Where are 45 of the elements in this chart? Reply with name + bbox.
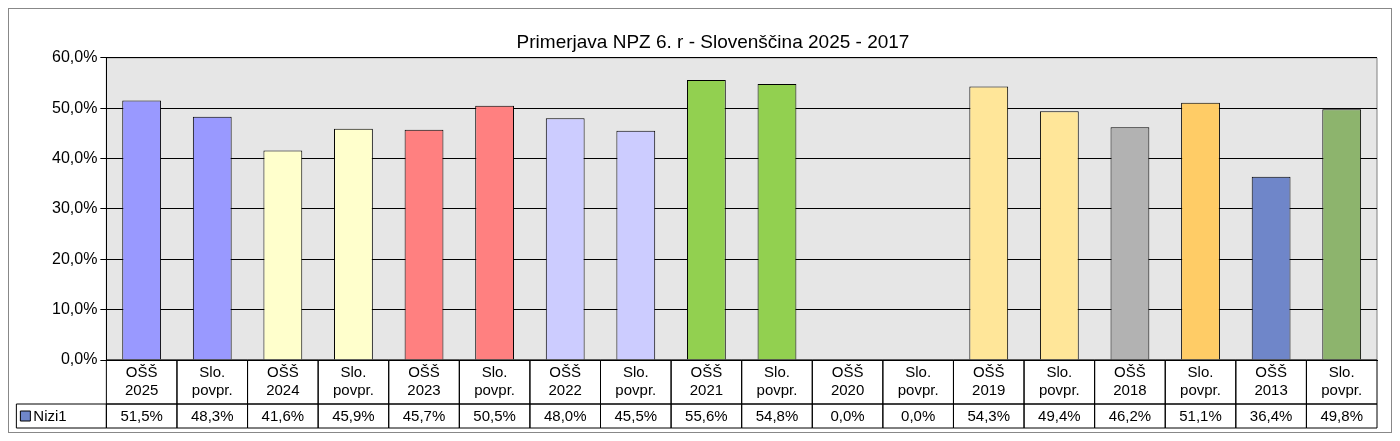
y-tick-label: 60,0% <box>51 48 98 66</box>
data-label: 36,4% <box>1249 407 1293 425</box>
x-tick-label: OŠŠ 2019 <box>972 363 1006 399</box>
data-label: 54,8% <box>755 407 799 425</box>
x-tick-label: OŠŠ 2024 <box>266 363 300 399</box>
y-tick-label: 30,0% <box>51 199 98 217</box>
data-label: 55,6% <box>685 407 728 425</box>
x-tick-label: OŠŠ 2022 <box>548 363 582 399</box>
data-label: 0,0% <box>901 407 936 425</box>
x-tick-label: Slo. povpr. <box>1321 363 1363 399</box>
y-tick-label: 50,0% <box>51 98 98 116</box>
data-label: 48,0% <box>543 407 587 425</box>
y-tick-label: 10,0% <box>51 300 98 318</box>
x-tick-label: Slo. povpr. <box>1180 363 1221 399</box>
data-label: 45,9% <box>332 407 375 425</box>
x-tick-label: Slo. povpr. <box>756 363 798 399</box>
y-tick-label: 0,0% <box>60 350 98 368</box>
x-tick-label: Slo. povpr. <box>897 363 939 399</box>
data-label: 49,8% <box>1320 407 1363 425</box>
x-tick-label: Slo. povpr. <box>615 363 657 399</box>
legend-label: Nizi1 <box>33 407 67 425</box>
x-tick-label: OŠŠ 2018 <box>1113 363 1147 399</box>
x-tick-label: OŠŠ 2020 <box>830 363 865 399</box>
data-label: 51,5% <box>120 407 163 425</box>
y-tick-label: 20,0% <box>51 249 98 267</box>
data-label: 50,5% <box>473 407 516 425</box>
y-tick-label: 40,0% <box>51 148 98 166</box>
data-label: 49,4% <box>1038 407 1081 425</box>
data-label: 54,3% <box>967 407 1011 425</box>
x-tick-label: Slo. povpr. <box>1038 363 1080 399</box>
x-tick-label: OŠŠ 2013 <box>1254 363 1288 399</box>
x-tick-label: OŠŠ 2025 <box>124 363 159 399</box>
data-label: 45,5% <box>614 407 658 425</box>
data-label: 45,7% <box>402 407 446 425</box>
data-label: 51,1% <box>1179 407 1222 425</box>
x-tick-label: Slo. povpr. <box>474 363 516 399</box>
x-tick-label: OŠŠ 2023 <box>407 363 441 399</box>
data-label: 48,3% <box>190 407 234 425</box>
x-tick-label: OŠŠ 2021 <box>689 363 724 399</box>
x-tick-label: Slo. povpr. <box>333 363 374 399</box>
chart-title: Primerjava NPZ 6. r - Slovenščina 2025 - 2017 <box>516 30 910 52</box>
data-label: 0,0% <box>830 407 865 425</box>
x-tick-label: Slo. povpr. <box>191 363 233 399</box>
data-label: 46,2% <box>1108 407 1152 425</box>
data-label: 41,6% <box>261 407 305 425</box>
